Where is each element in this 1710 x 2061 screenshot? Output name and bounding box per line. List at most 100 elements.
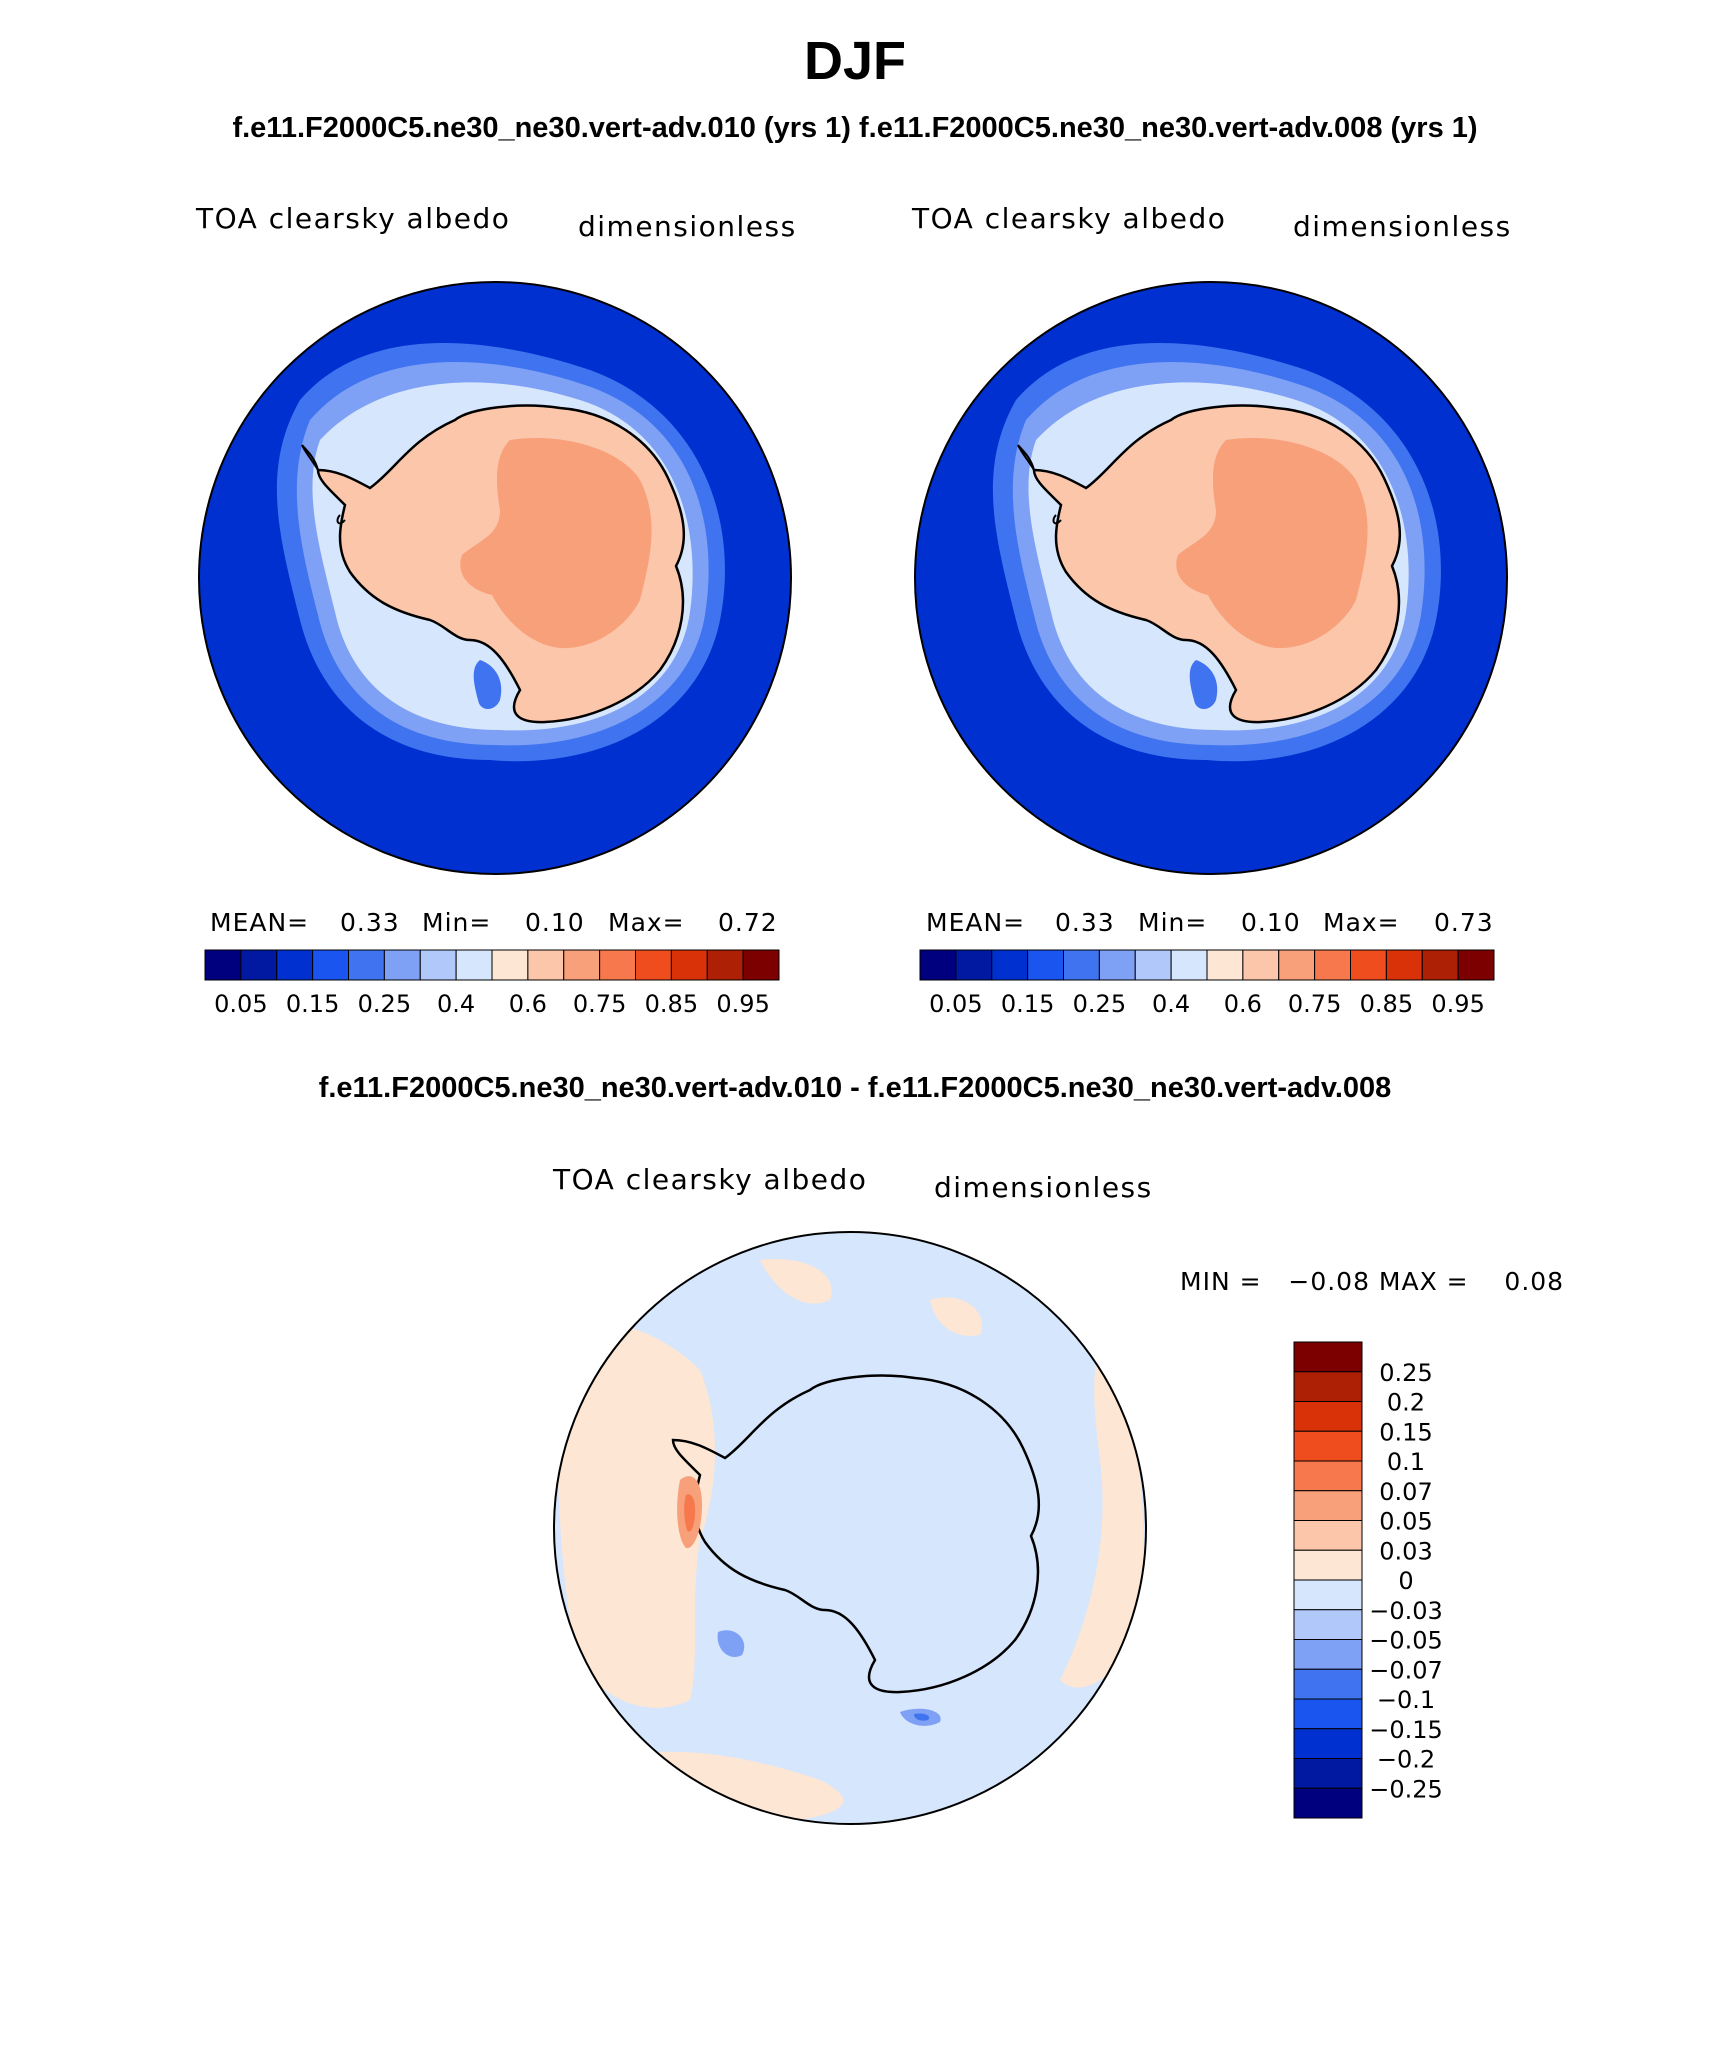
panel1-max-value: 0.72	[718, 908, 778, 937]
positive-region-north	[760, 1259, 982, 1336]
panel1-min-label: Min=	[422, 908, 492, 937]
colorbar-swatch	[1385, 949, 1423, 981]
colorbar-tick-label: 0.75	[1288, 990, 1341, 1018]
colorbar-tick-label: −0.25	[1369, 1775, 1443, 1803]
colorbar-difference: 0.250.20.150.10.070.050.030−0.03−0.05−0.…	[1293, 1341, 1443, 1819]
colorbar-swatch	[204, 949, 242, 981]
colorbar-tick-label: 0.03	[1379, 1537, 1432, 1565]
colorbar-swatch	[919, 949, 957, 981]
colorbar-tick-label: −0.15	[1369, 1716, 1443, 1744]
colorbar-swatch	[1206, 949, 1244, 981]
colorbar-tick-label: 0.25	[1073, 990, 1126, 1018]
colorbar-swatch	[1293, 1698, 1363, 1730]
colorbar-swatch	[1350, 949, 1387, 981]
colorbar-swatch	[742, 949, 780, 981]
map-panel-difference	[554, 1232, 1146, 1824]
colorbar-swatch	[635, 949, 672, 981]
colorbar-swatch	[706, 949, 744, 981]
colorbar-swatch	[670, 949, 708, 981]
colorbar-swatch	[491, 949, 529, 981]
panel2-mean-label: MEAN=	[926, 908, 1026, 937]
colorbar-swatch	[1293, 1549, 1363, 1581]
colorbar-tick-label: 0.6	[509, 990, 547, 1018]
colorbar-tick-label: 0.15	[286, 990, 339, 1018]
colorbar-swatch	[1457, 949, 1495, 981]
colorbar-swatch	[991, 949, 1029, 981]
colorbar-swatch	[1314, 949, 1351, 981]
panel1-units-label: dimensionless	[578, 210, 797, 243]
colorbar-tick-label: 0.85	[1360, 990, 1413, 1018]
interior-high-albedo-1	[460, 437, 652, 649]
colorbar-tick-label: −0.05	[1369, 1627, 1443, 1655]
colorbar-swatch	[1421, 949, 1459, 981]
colorbar-swatch	[1063, 949, 1100, 981]
negative-core-south	[914, 1713, 930, 1721]
colorbar-tick-label: 0.75	[573, 990, 626, 1018]
panel1-max-label: Max=	[608, 908, 685, 937]
colorbar-tick-label: 0.05	[214, 990, 267, 1018]
colorbar-tick-label: −0.03	[1369, 1597, 1443, 1625]
colorbar-tick-label: 0.6	[1224, 990, 1262, 1018]
colorbar-swatch	[312, 949, 349, 981]
weddell-gap-2	[1189, 660, 1218, 709]
colorbar-swatch	[276, 949, 314, 981]
colorbar-tick-label: 0.4	[1152, 990, 1190, 1018]
colorbar-swatch	[1293, 1668, 1363, 1700]
colorbar-swatch	[1278, 949, 1316, 981]
panel1-mean-label: MEAN=	[210, 908, 310, 937]
map-border-2	[914, 281, 1508, 875]
positive-region-east	[1060, 1340, 1144, 1688]
colorbar-tick-label: 0.07	[1379, 1478, 1432, 1506]
colorbar-tick-label: 0.05	[929, 990, 982, 1018]
colorbar-swatch	[1293, 1758, 1363, 1789]
antarctic-continent-diff	[671, 1374, 1041, 1694]
colorbar-swatch	[1293, 1430, 1363, 1462]
colorbar-swatch	[1293, 1490, 1363, 1521]
panel2-units-label: dimensionless	[1293, 210, 1512, 243]
colorbar-tick-label: −0.07	[1369, 1656, 1443, 1684]
panel1-mean-value: 0.33	[340, 908, 400, 937]
colorbar-tick-label: 0.15	[1001, 990, 1054, 1018]
colorbar-swatch	[1242, 949, 1280, 981]
colorbar-swatch	[1293, 1639, 1363, 1670]
colorbar-tick-label: 0.25	[1379, 1359, 1432, 1387]
difference-variable-label: TOA clearsky albedo	[553, 1163, 868, 1196]
colorbar-tick-label: 0.85	[645, 990, 698, 1018]
interior-high-albedo-2	[1176, 437, 1368, 649]
colorbar-swatch	[348, 949, 385, 981]
colorbar-tick-label: 0.05	[1379, 1508, 1432, 1536]
colorbar-swatch	[1293, 1520, 1363, 1551]
panel2-min-value: 0.10	[1241, 908, 1301, 937]
colorbar-swatch	[563, 949, 601, 981]
panel2-min-label: Min=	[1138, 908, 1208, 937]
map-border-1	[198, 281, 792, 875]
colorbar-swatch	[527, 949, 565, 981]
colorbar-tick-label: 0	[1398, 1567, 1413, 1595]
colorbar-tick-label: −0.2	[1377, 1746, 1435, 1774]
map-panel-2	[915, 282, 1507, 874]
positive-core-peninsula	[684, 1494, 696, 1532]
colorbar-swatch	[599, 949, 636, 981]
colorbar-swatch	[1293, 1609, 1363, 1640]
colorbar-swatch	[1293, 1787, 1363, 1819]
colorbar-tick-label: −0.1	[1377, 1686, 1435, 1714]
panel2-mean-value: 0.33	[1055, 908, 1115, 937]
colorbar-swatch	[383, 949, 421, 981]
cases-subtitle: f.e11.F2000C5.ne30_ne30.vert-adv.010 (yr…	[232, 112, 1478, 144]
panel2-max-value: 0.73	[1434, 908, 1494, 937]
peninsula-1	[301, 444, 346, 525]
colorbar-tick-label: 0.95	[716, 990, 769, 1018]
panel2-variable-label: TOA clearsky albedo	[912, 202, 1227, 235]
season-title: DJF	[803, 31, 906, 91]
colorbar-swatch	[455, 949, 493, 981]
weddell-gap-1	[473, 660, 502, 709]
map-border-diff	[553, 1231, 1147, 1825]
colorbar-tick-label: 0.25	[358, 990, 411, 1018]
panel1-min-value: 0.10	[525, 908, 585, 937]
colorbar-swatch	[1293, 1460, 1363, 1492]
colorbar-swatch	[1293, 1371, 1363, 1402]
colorbar-swatch	[419, 949, 457, 981]
negative-region-southwest	[717, 1630, 745, 1658]
difference-minmax: MIN = −0.08 MAX = 0.08	[1180, 1267, 1565, 1296]
